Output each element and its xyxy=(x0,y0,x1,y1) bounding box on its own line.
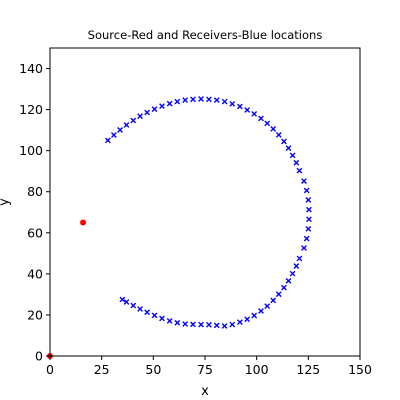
receivers-point xyxy=(251,312,258,319)
receivers-point xyxy=(151,106,158,113)
receivers-point xyxy=(264,120,271,127)
plot-frame xyxy=(49,47,361,357)
receivers-point xyxy=(166,100,173,107)
receivers-point xyxy=(237,319,243,326)
receivers-point xyxy=(303,187,310,194)
receivers-point xyxy=(174,319,181,326)
receivers-point xyxy=(221,98,228,105)
receivers-point xyxy=(289,270,296,277)
receivers-point xyxy=(244,107,251,113)
x-tick-label: 150 xyxy=(348,362,372,377)
receivers-point xyxy=(104,137,111,144)
receivers-point xyxy=(190,321,196,328)
receivers-point xyxy=(174,98,181,105)
receivers-point xyxy=(296,167,303,174)
receivers-point xyxy=(137,113,144,120)
chart-title: Source-Red and Receivers-Blue locations xyxy=(88,28,323,42)
receivers-point xyxy=(289,152,296,159)
receivers-point xyxy=(251,111,258,117)
receivers-point xyxy=(305,226,312,232)
receivers-point xyxy=(285,277,292,284)
receivers-point xyxy=(182,97,189,104)
receivers-point xyxy=(303,235,310,242)
receivers-point xyxy=(293,263,300,269)
receivers-point xyxy=(281,284,287,291)
receivers-point xyxy=(198,96,204,102)
receivers-point xyxy=(285,145,292,152)
receivers-point xyxy=(206,96,212,103)
receivers-point xyxy=(275,291,282,298)
receivers-point xyxy=(137,306,144,312)
x-tick-label: 100 xyxy=(245,362,269,377)
y-tick-label: 140 xyxy=(19,61,43,76)
x-tick-label: 50 xyxy=(145,362,161,377)
receivers-point xyxy=(151,312,158,319)
receivers-point xyxy=(221,323,228,329)
receivers-point xyxy=(190,96,196,103)
receivers-point xyxy=(123,122,130,128)
receivers-point xyxy=(275,131,282,138)
x-tick-label: 0 xyxy=(46,362,54,377)
receivers-point xyxy=(130,117,137,124)
receivers-point xyxy=(306,216,312,223)
receivers-point xyxy=(144,309,151,316)
y-tick-label: 0 xyxy=(35,349,43,364)
receivers-point xyxy=(213,97,220,104)
receivers-point xyxy=(213,322,220,329)
y-tick-label: 60 xyxy=(27,225,43,240)
receivers-point xyxy=(119,296,126,303)
receivers-point xyxy=(264,303,271,309)
receivers-point xyxy=(258,308,264,314)
plot-area xyxy=(47,96,312,359)
y-axis-label: y xyxy=(0,198,12,206)
receivers-series xyxy=(104,96,312,329)
receivers-point xyxy=(281,138,287,145)
receivers-point xyxy=(117,127,123,133)
receivers-point xyxy=(293,159,300,166)
receivers-point xyxy=(166,317,173,324)
receivers-point xyxy=(237,103,243,110)
receivers-point xyxy=(144,109,151,116)
source-point xyxy=(80,219,87,226)
receivers-point xyxy=(182,321,189,327)
receivers-point xyxy=(270,297,277,304)
receivers-point xyxy=(301,245,307,251)
receivers-point xyxy=(159,103,165,110)
receivers-point xyxy=(306,206,312,213)
y-tick-label: 120 xyxy=(19,102,43,117)
receivers-point xyxy=(130,302,137,309)
receivers-point xyxy=(198,321,204,328)
receivers-point xyxy=(123,299,130,305)
receivers-point xyxy=(244,316,251,323)
y-tick-label: 20 xyxy=(27,307,43,322)
receivers-point xyxy=(229,321,236,328)
receivers-point xyxy=(159,315,165,322)
receivers-point xyxy=(110,132,117,138)
x-tick-label: 125 xyxy=(296,362,320,377)
receivers-point xyxy=(305,197,312,203)
receivers-point xyxy=(301,178,307,184)
x-axis-ticks: 0 25 50 75 100 125 150 xyxy=(46,356,372,377)
receivers-point xyxy=(206,321,212,328)
receivers-point xyxy=(258,115,264,122)
x-axis-label: x xyxy=(201,384,209,399)
y-tick-label: 80 xyxy=(27,184,43,199)
y-tick-label: 100 xyxy=(19,143,43,158)
y-tick-label: 40 xyxy=(27,266,43,281)
x-tick-label: 25 xyxy=(94,362,110,377)
receivers-point xyxy=(296,255,303,262)
x-tick-label: 75 xyxy=(197,362,213,377)
y-axis-ticks: 0 20 40 60 80 100 120 140 xyxy=(19,61,50,364)
receivers-point xyxy=(229,100,236,107)
receivers-point xyxy=(270,126,277,132)
